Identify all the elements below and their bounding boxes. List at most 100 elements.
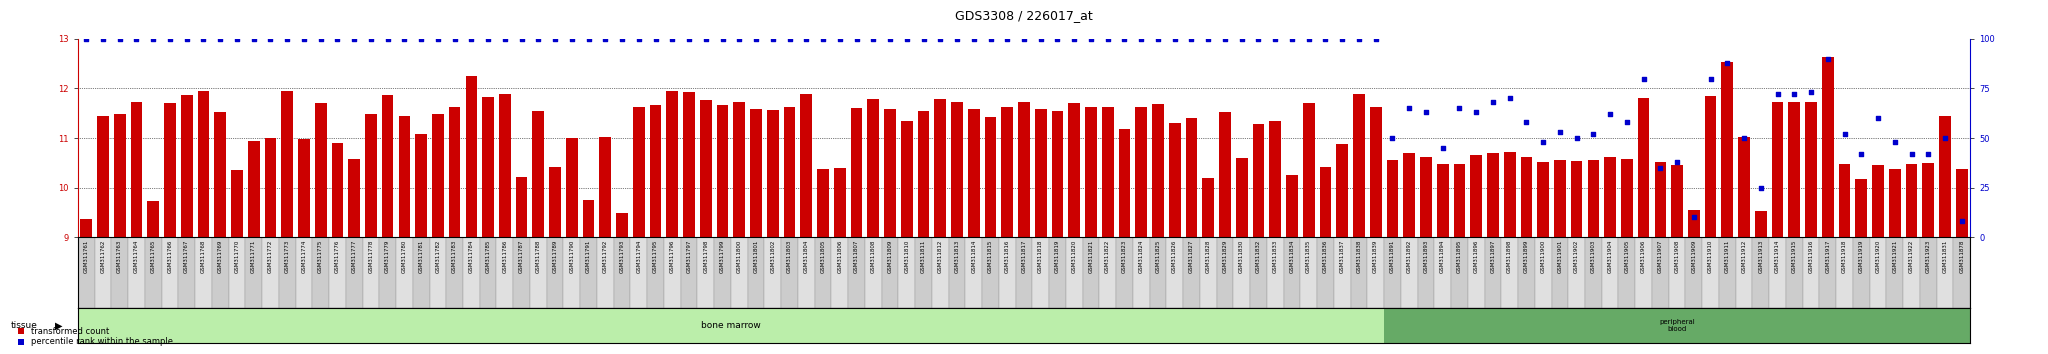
Text: GSM311784: GSM311784 [469, 240, 473, 273]
Text: GSM311820: GSM311820 [1071, 240, 1077, 273]
Bar [1470, 155, 1483, 237]
Bar [1886, 237, 1903, 308]
Text: GSM311790: GSM311790 [569, 240, 573, 273]
Text: GSM311809: GSM311809 [887, 240, 893, 273]
Point [422, 36, 455, 42]
Point [1393, 105, 1425, 111]
Bar [115, 114, 125, 237]
Bar [1872, 165, 1884, 237]
Bar [1802, 237, 1819, 308]
Text: GSM311775: GSM311775 [317, 240, 324, 273]
Bar [1069, 103, 1079, 237]
Bar [1167, 237, 1184, 308]
Bar [831, 237, 848, 308]
Point [874, 36, 907, 42]
Bar [1184, 237, 1200, 308]
Point [338, 36, 371, 42]
Text: GSM311916: GSM311916 [1808, 240, 1815, 273]
Bar [1317, 237, 1333, 308]
Bar [817, 169, 829, 237]
Point [522, 36, 555, 42]
Point [690, 36, 723, 42]
Bar [565, 138, 578, 237]
Text: GSM311902: GSM311902 [1575, 240, 1579, 273]
Bar [1903, 237, 1919, 308]
Point [1694, 76, 1726, 81]
Bar [315, 103, 326, 237]
Bar [1655, 162, 1667, 237]
Text: GSM311799: GSM311799 [721, 240, 725, 273]
Bar [1253, 124, 1264, 237]
Text: GSM311819: GSM311819 [1055, 240, 1061, 273]
Bar [1370, 107, 1382, 237]
Text: GSM311761: GSM311761 [84, 240, 88, 273]
Point [891, 36, 924, 42]
Bar [1855, 179, 1868, 237]
Bar [616, 213, 629, 237]
Text: GSM311919: GSM311919 [1860, 240, 1864, 273]
Bar [1722, 62, 1733, 237]
Text: GSM311910: GSM311910 [1708, 240, 1712, 273]
Bar [332, 143, 344, 237]
Text: GSM311795: GSM311795 [653, 240, 657, 273]
Bar [1786, 237, 1802, 308]
Point [1241, 36, 1274, 42]
Point [1593, 112, 1626, 117]
Text: GSM311825: GSM311825 [1155, 240, 1161, 273]
Point [1024, 36, 1057, 42]
Bar [111, 237, 129, 308]
Bar [999, 237, 1016, 308]
Bar [279, 237, 295, 308]
Bar [1350, 237, 1368, 308]
Bar [932, 237, 948, 308]
Point [1628, 76, 1661, 81]
Point [102, 36, 135, 42]
Text: GSM311804: GSM311804 [803, 240, 809, 273]
Point [1862, 115, 1894, 121]
Point [1509, 119, 1542, 125]
Bar [264, 138, 276, 237]
Point [1761, 92, 1794, 97]
Point [322, 36, 354, 42]
Bar [950, 102, 963, 237]
Bar [381, 95, 393, 237]
Text: GSM311892: GSM311892 [1407, 240, 1411, 273]
Point [438, 36, 471, 42]
Text: GSM311816: GSM311816 [1006, 240, 1010, 273]
Point [121, 36, 154, 42]
Point [287, 36, 319, 42]
Text: GSM311772: GSM311772 [268, 240, 272, 273]
Bar [1503, 153, 1516, 237]
Bar [1870, 237, 1886, 308]
Bar [1219, 112, 1231, 237]
Bar [496, 237, 514, 308]
Bar [1100, 237, 1116, 308]
Point [205, 36, 238, 42]
Point [1360, 36, 1393, 42]
Bar [1671, 165, 1683, 237]
Bar [563, 237, 580, 308]
Bar [881, 237, 899, 308]
Bar [1518, 237, 1534, 308]
Bar [432, 114, 444, 237]
Bar [596, 237, 614, 308]
Bar [1602, 237, 1618, 308]
Bar [532, 111, 545, 237]
Bar [731, 237, 748, 308]
Text: GSM311803: GSM311803 [786, 240, 793, 273]
Text: GSM311823: GSM311823 [1122, 240, 1126, 273]
Text: GSM311827: GSM311827 [1190, 240, 1194, 273]
Text: GSM311765: GSM311765 [152, 240, 156, 273]
Bar [1669, 237, 1686, 308]
Bar [195, 237, 211, 308]
Text: GSM311923: GSM311923 [1925, 240, 1931, 273]
Text: GSM311817: GSM311817 [1022, 240, 1026, 273]
Point [1810, 56, 1843, 62]
Text: GSM311807: GSM311807 [854, 240, 858, 273]
Point [221, 36, 254, 42]
Bar [1186, 118, 1198, 237]
Bar [1133, 237, 1149, 308]
Bar [330, 237, 346, 308]
Text: GSM311789: GSM311789 [553, 240, 557, 273]
Bar [1538, 162, 1548, 237]
